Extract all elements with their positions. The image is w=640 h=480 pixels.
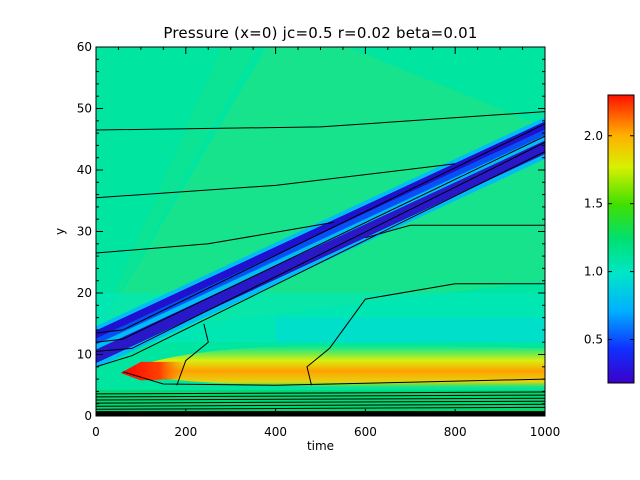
contour-line [96, 397, 545, 401]
high-pressure-band [120, 345, 545, 389]
contour-line [365, 224, 545, 239]
y-tick-label: 0 [84, 409, 92, 423]
y-tick-label: 20 [77, 286, 92, 300]
colorbar-tick-label: 2.0 [584, 129, 603, 143]
x-tick-label: 400 [264, 425, 287, 439]
contour-line [96, 221, 335, 254]
colorbar [607, 94, 635, 384]
cyan-band-right [275, 317, 545, 343]
contour-line [96, 151, 545, 368]
colorbar-tick-label: 1.5 [584, 197, 603, 211]
contour-line [96, 163, 456, 199]
contour-line [96, 123, 545, 334]
contour-line [96, 406, 545, 410]
x-tick-label: 800 [444, 425, 467, 439]
contour-line [96, 111, 545, 131]
contour-line [96, 391, 545, 395]
heatmap-field [96, 47, 545, 416]
y-tick-label: 10 [77, 348, 92, 362]
fan-region-inner [96, 47, 258, 337]
contour-line [306, 283, 545, 386]
trough-lower-lobe [96, 140, 545, 364]
y-tick-label: 30 [77, 225, 92, 239]
contour-line [176, 323, 209, 386]
contour-lines [96, 111, 545, 410]
y-tick-label: 40 [77, 163, 92, 177]
y-tick-label: 50 [77, 102, 92, 116]
x-axis-label: time [307, 439, 334, 453]
contour-line [96, 403, 545, 407]
contour-line [96, 400, 545, 404]
trough-center [96, 129, 545, 345]
x-tick-label: 200 [174, 425, 197, 439]
x-tick-label: 600 [354, 425, 377, 439]
y-tick-label: 60 [77, 40, 92, 54]
contour-line [96, 394, 545, 398]
colorbar-tick-label: 1.0 [584, 265, 603, 279]
colorbar-tick-label: 0.5 [584, 333, 603, 347]
x-tick-label: 1000 [530, 425, 561, 439]
contour-line [96, 141, 545, 352]
x-tick-label: 0 [92, 425, 100, 439]
contour-line [122, 371, 545, 386]
y-axis-label: y [53, 228, 67, 235]
chart-title: Pressure (x=0) jc=0.5 r=0.02 beta=0.01 [163, 24, 478, 42]
contour-line [96, 135, 545, 343]
